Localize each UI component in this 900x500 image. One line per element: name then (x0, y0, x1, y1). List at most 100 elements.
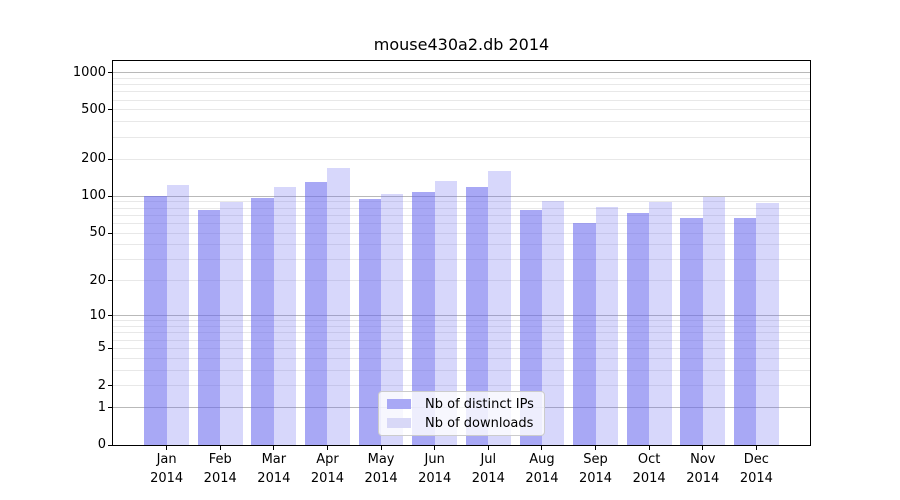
minor-gridline (113, 347, 810, 349)
legend-label-downloads: Nb of downloads (425, 415, 534, 431)
x-tick-label: Jan 2014 (150, 452, 184, 486)
bar-nb-of-downloads (434, 180, 458, 445)
bar-nb-of-distinct-ips (144, 196, 167, 445)
y-tick-label: 5 (97, 340, 106, 356)
bar-nb-of-distinct-ips (412, 192, 435, 445)
bar-nb-of-downloads (220, 202, 243, 445)
y-tick-label: 50 (89, 225, 106, 241)
y-tick-mark (108, 109, 113, 111)
x-tick-label: Sep 2014 (578, 452, 613, 486)
y-tick-mark (108, 407, 113, 409)
minor-gridline (113, 332, 810, 334)
y-tick-mark (108, 315, 113, 317)
legend-item-distinct-ips: Nb of distinct IPs (379, 397, 544, 412)
bar-nb-of-downloads (327, 167, 350, 445)
x-tick-mark (541, 446, 543, 450)
chart-title: mouse430a2.db 2014 (373, 35, 550, 54)
bar-nb-of-distinct-ips (197, 210, 221, 445)
x-tick-label: Feb 2014 (203, 452, 237, 486)
bar-nb-of-downloads (381, 194, 404, 445)
bar-nb-of-downloads (595, 207, 618, 445)
y-tick-mark (108, 195, 113, 197)
y-tick-label: 10 (89, 307, 106, 323)
y-tick-label: 20 (89, 272, 106, 288)
plot-area (112, 60, 811, 446)
y-tick-label: 2 (97, 377, 106, 393)
y-tick-label: 1 (97, 399, 106, 415)
minor-gridline (113, 158, 810, 160)
minor-gridline (113, 357, 810, 359)
minor-gridline (113, 244, 810, 246)
minor-gridline (113, 136, 810, 138)
bar-nb-of-distinct-ips (519, 210, 542, 445)
minor-gridline (113, 207, 810, 209)
x-tick-mark (326, 446, 328, 450)
minor-gridline (113, 121, 810, 123)
legend-swatch-distinct-ips (387, 399, 411, 409)
minor-gridline (113, 369, 810, 371)
major-gridline (113, 315, 810, 317)
x-tick-label: Jun 2014 (418, 452, 452, 486)
bar-nb-of-downloads (702, 197, 726, 445)
y-tick-label: 1000 (72, 64, 106, 80)
y-tick-mark (108, 232, 113, 234)
y-tick-mark (108, 280, 113, 282)
x-tick-mark (702, 446, 704, 450)
minor-gridline (113, 326, 810, 328)
x-tick-label: May 2014 (364, 452, 398, 486)
legend-item-downloads: Nb of downloads (379, 416, 544, 431)
major-gridline (113, 72, 810, 74)
x-tick-mark (166, 446, 168, 450)
y-tick-label: 500 (81, 101, 106, 117)
x-tick-label: Nov 2014 (686, 452, 720, 486)
x-tick-label: Jul 2014 (471, 452, 505, 486)
x-tick-label: Dec 2014 (739, 452, 773, 486)
minor-gridline (113, 222, 810, 224)
x-tick-mark (434, 446, 436, 450)
bar-nb-of-downloads (488, 170, 511, 445)
legend-swatch-downloads (387, 418, 411, 428)
y-tick-mark (108, 72, 113, 74)
y-tick-mark (108, 444, 113, 446)
major-gridline (113, 195, 810, 197)
bar-nb-of-distinct-ips (680, 217, 703, 445)
minor-gridline (113, 259, 810, 261)
y-tick-mark (108, 158, 113, 160)
bar-nb-of-downloads (756, 203, 779, 445)
minor-gridline (113, 232, 810, 234)
y-tick-mark (108, 347, 113, 349)
minor-gridline (113, 84, 810, 86)
x-tick-mark (487, 446, 489, 450)
x-tick-mark (755, 446, 757, 450)
x-tick-mark (595, 446, 597, 450)
minor-gridline (113, 201, 810, 203)
minor-gridline (113, 91, 810, 93)
bar-nb-of-downloads (166, 185, 189, 445)
minor-gridline (113, 77, 810, 79)
x-tick-mark (380, 446, 382, 450)
y-tick-label: 200 (81, 151, 106, 167)
minor-gridline (113, 214, 810, 216)
bar-nb-of-downloads (541, 201, 565, 445)
y-tick-mark (108, 385, 113, 387)
x-tick-label: Apr 2014 (310, 452, 344, 486)
y-tick-label: 0 (97, 437, 106, 452)
bar-nb-of-distinct-ips (251, 198, 274, 445)
bar-nb-of-distinct-ips (573, 222, 596, 445)
bar-nb-of-downloads (273, 186, 297, 445)
minor-gridline (113, 320, 810, 322)
minor-gridline (113, 99, 810, 101)
minor-gridline (113, 385, 810, 387)
minor-gridline (113, 280, 810, 282)
x-tick-label: Aug 2014 (525, 452, 559, 486)
x-tick-mark (273, 446, 275, 450)
y-tick-label: 100 (81, 188, 106, 204)
bar-nb-of-distinct-ips (733, 218, 757, 445)
bar-nb-of-distinct-ips (358, 198, 382, 445)
bar-nb-of-distinct-ips (465, 187, 489, 445)
bar-nb-of-downloads (649, 201, 672, 445)
x-tick-mark (219, 446, 221, 450)
legend: Nb of distinct IPs Nb of downloads (378, 391, 545, 436)
x-tick-label: Mar 2014 (257, 452, 291, 486)
